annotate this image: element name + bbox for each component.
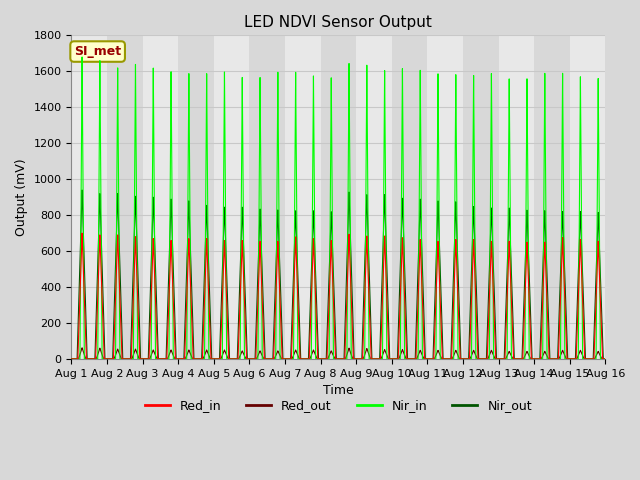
Bar [178,36,214,359]
Bar [499,36,534,359]
Bar [463,36,499,359]
Bar [321,36,356,359]
Bar [392,36,428,359]
Bar [214,36,250,359]
Bar [107,36,143,359]
Bar [285,36,321,359]
Bar [428,36,463,359]
Bar [143,36,178,359]
Bar [570,36,605,359]
Y-axis label: Output (mV): Output (mV) [15,158,28,236]
Bar [534,36,570,359]
Legend: Red_in, Red_out, Nir_in, Nir_out: Red_in, Red_out, Nir_in, Nir_out [140,395,537,418]
Title: LED NDVI Sensor Output: LED NDVI Sensor Output [244,15,432,30]
Bar [356,36,392,359]
Text: SI_met: SI_met [74,45,121,58]
Bar [250,36,285,359]
X-axis label: Time: Time [323,384,354,397]
Bar [72,36,107,359]
